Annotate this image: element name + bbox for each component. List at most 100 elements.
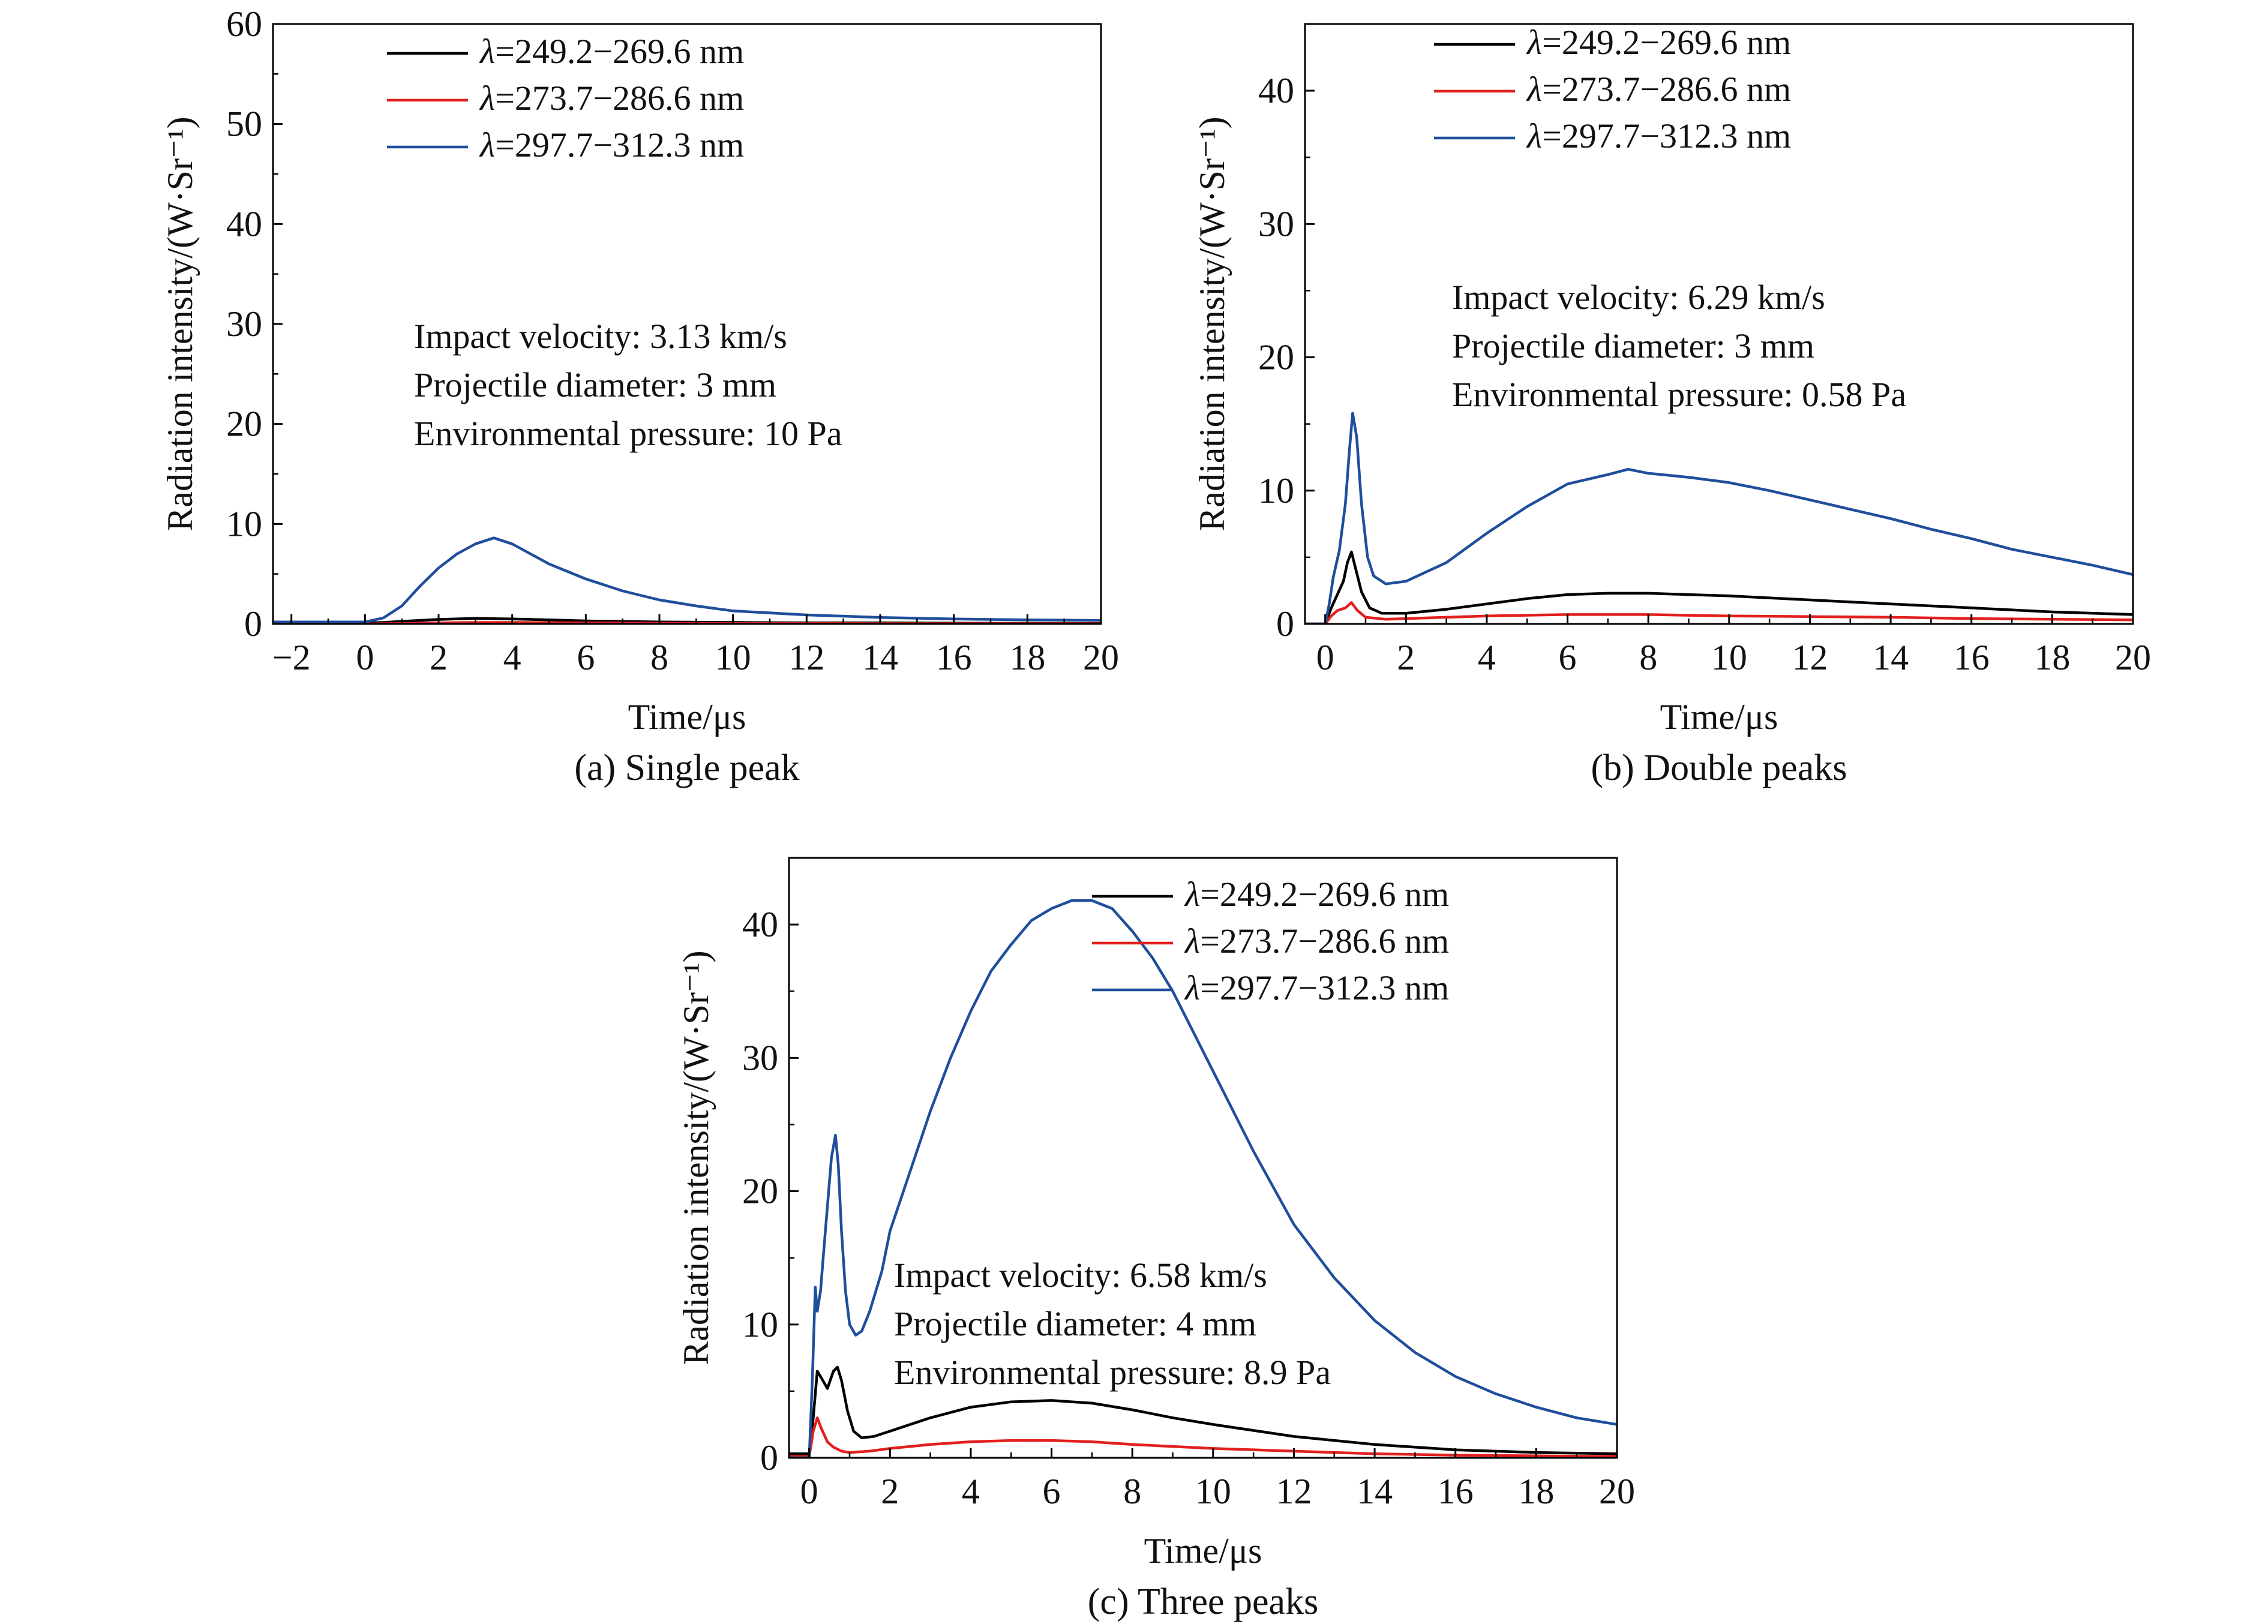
annotation-line-2: Projectile diameter: 3 mm xyxy=(1452,326,1814,365)
legend: λ=249.2−269.6 nmλ=273.7−286.6 nmλ=297.7−… xyxy=(387,32,744,164)
lambda-symbol: λ xyxy=(1184,921,1200,960)
series-line-3 xyxy=(789,899,1617,1458)
x-tick-label: 4 xyxy=(1478,638,1496,677)
chart-panel-a: −2 0 2 4 6 8 10 12 14 16 18 20 0 10 20 30 40 50 60 Time/μs R… xyxy=(160,4,1119,788)
x-axis-label: Time/μs xyxy=(628,697,746,737)
x-tick-label: 20 xyxy=(1599,1472,1635,1511)
series-line-3 xyxy=(273,536,1101,623)
annotation-line-1: Impact velocity: 6.58 km/s xyxy=(894,1256,1267,1295)
chart-panel-c: 0 2 4 6 8 10 12 14 16 18 20 0 10 20 30 40 Time/μs Radiati… xyxy=(676,857,1635,1622)
panel-caption: (a) Single peak xyxy=(574,748,799,788)
y-tick-label: 20 xyxy=(1258,338,1294,377)
x-tick-label: 2 xyxy=(1397,638,1415,677)
x-tick-label: 6 xyxy=(1043,1472,1061,1511)
series-group xyxy=(1305,412,2133,624)
annotation-line-3: Environmental pressure: 10 Pa xyxy=(414,414,842,453)
legend-entry-1: λ=249.2−269.6 nm xyxy=(1526,23,1791,62)
x-tick-label: 0 xyxy=(1316,638,1334,677)
series-line-1 xyxy=(1305,550,2133,624)
series-line-1 xyxy=(789,1365,1617,1455)
x-tick-label: 2 xyxy=(881,1472,899,1511)
y-tick-label: 0 xyxy=(244,604,262,644)
x-tick-label: −2 xyxy=(272,638,311,677)
y-tick-label: 40 xyxy=(226,204,262,244)
legend-range: =273.7−286.6 nm xyxy=(495,79,744,118)
plot-frame xyxy=(788,857,1618,1459)
x-tick-label: 16 xyxy=(1438,1472,1474,1511)
series-group xyxy=(789,899,1617,1458)
x-tick-label: 20 xyxy=(2115,638,2151,677)
series-line-3 xyxy=(1305,412,2133,624)
legend-range: =273.7−286.6 nm xyxy=(1542,70,1791,109)
series-line-2 xyxy=(1305,601,2133,624)
y-tick-label: 30 xyxy=(742,1038,778,1077)
plot-frame xyxy=(1304,23,2134,625)
x-tick-label: 14 xyxy=(1873,638,1909,677)
x-tick-label: 18 xyxy=(2034,638,2070,677)
legend-range: =297.7−312.3 nm xyxy=(1200,968,1449,1007)
x-tick-label: 12 xyxy=(788,638,824,677)
x-axis-label: Time/μs xyxy=(1144,1531,1262,1571)
legend-entry-1: λ=249.2−269.6 nm xyxy=(1184,875,1449,914)
legend-entry-2: λ=273.7−286.6 nm xyxy=(1526,70,1791,109)
legend-entry-3: λ=297.7−312.3 nm xyxy=(479,125,744,164)
x-tick-label: 16 xyxy=(936,638,972,677)
legend-entry-3: λ=297.7−312.3 nm xyxy=(1184,968,1449,1007)
x-axis-label: Time/μs xyxy=(1660,697,1778,737)
series-line-2 xyxy=(789,1416,1617,1458)
x-tick-label: 18 xyxy=(1009,638,1045,677)
legend: λ=249.2−269.6 nmλ=273.7−286.6 nmλ=297.7−… xyxy=(1092,875,1449,1007)
lambda-symbol: λ xyxy=(479,79,495,118)
lambda-symbol: λ xyxy=(1526,116,1542,155)
x-tick-label: 6 xyxy=(577,638,595,677)
y-axis-label: Radiation intensity/(W·Sr⁻¹) xyxy=(1192,116,1232,531)
legend-range: =297.7−312.3 nm xyxy=(1542,116,1791,155)
x-tick-label: 8 xyxy=(1123,1472,1141,1511)
lambda-symbol: λ xyxy=(1184,968,1200,1007)
legend-range: =249.2−269.6 nm xyxy=(1200,875,1449,914)
lambda-symbol: λ xyxy=(1184,875,1200,914)
x-tick-label: 12 xyxy=(1276,1472,1312,1511)
legend-entry-1: λ=249.2−269.6 nm xyxy=(479,32,744,71)
x-tick-label: 20 xyxy=(1083,638,1119,677)
y-tick-label: 40 xyxy=(1258,71,1294,110)
x-tick-label: 18 xyxy=(1518,1472,1554,1511)
x-tick-label: 14 xyxy=(862,638,898,677)
annotation-line-2: Projectile diameter: 3 mm xyxy=(414,365,776,404)
x-tick-label: 6 xyxy=(1559,638,1577,677)
lambda-symbol: λ xyxy=(1526,70,1542,109)
legend-entry-3: λ=297.7−312.3 nm xyxy=(1526,116,1791,155)
y-tick-label: 20 xyxy=(226,404,262,444)
x-tick-label: 10 xyxy=(715,638,751,677)
x-tick-label: 16 xyxy=(1954,638,1990,677)
x-tick-label: 12 xyxy=(1792,638,1828,677)
annotation-line-3: Environmental pressure: 0.58 Pa xyxy=(1452,375,1906,414)
y-tick-label: 40 xyxy=(742,905,778,944)
x-tick-label: 0 xyxy=(800,1472,818,1511)
legend-range: =249.2−269.6 nm xyxy=(495,32,744,71)
annotation-line-3: Environmental pressure: 8.9 Pa xyxy=(894,1353,1331,1392)
y-tick-label: 20 xyxy=(742,1172,778,1211)
x-tick-label: 8 xyxy=(650,638,668,677)
legend-range: =249.2−269.6 nm xyxy=(1542,23,1791,62)
legend: λ=249.2−269.6 nmλ=273.7−286.6 nmλ=297.7−… xyxy=(1434,23,1791,155)
lambda-symbol: λ xyxy=(479,32,495,71)
y-tick-label: 0 xyxy=(1276,604,1294,644)
annotation-line-1: Impact velocity: 3.13 km/s xyxy=(414,317,787,356)
x-tick-label: 8 xyxy=(1639,638,1657,677)
y-tick-label: 50 xyxy=(226,104,262,144)
y-tick-label: 0 xyxy=(760,1438,778,1478)
panel-caption: (b) Double peaks xyxy=(1591,748,1847,788)
y-tick-label: 60 xyxy=(226,4,262,44)
legend-range: =273.7−286.6 nm xyxy=(1200,921,1449,960)
y-axis-label: Radiation intensity/(W·Sr⁻¹) xyxy=(160,116,200,531)
x-tick-label: 10 xyxy=(1711,638,1747,677)
chart-panels: −2 0 2 4 6 8 10 12 14 16 18 200102030405060Time/μsR… xyxy=(160,4,2151,1622)
x-tick-label: 10 xyxy=(1195,1472,1231,1511)
y-tick-label: 10 xyxy=(226,504,262,544)
x-tick-label: 14 xyxy=(1357,1472,1393,1511)
legend-entry-2: λ=273.7−286.6 nm xyxy=(479,79,744,118)
x-tick-label: 4 xyxy=(503,638,521,677)
y-tick-label: 30 xyxy=(226,304,262,344)
